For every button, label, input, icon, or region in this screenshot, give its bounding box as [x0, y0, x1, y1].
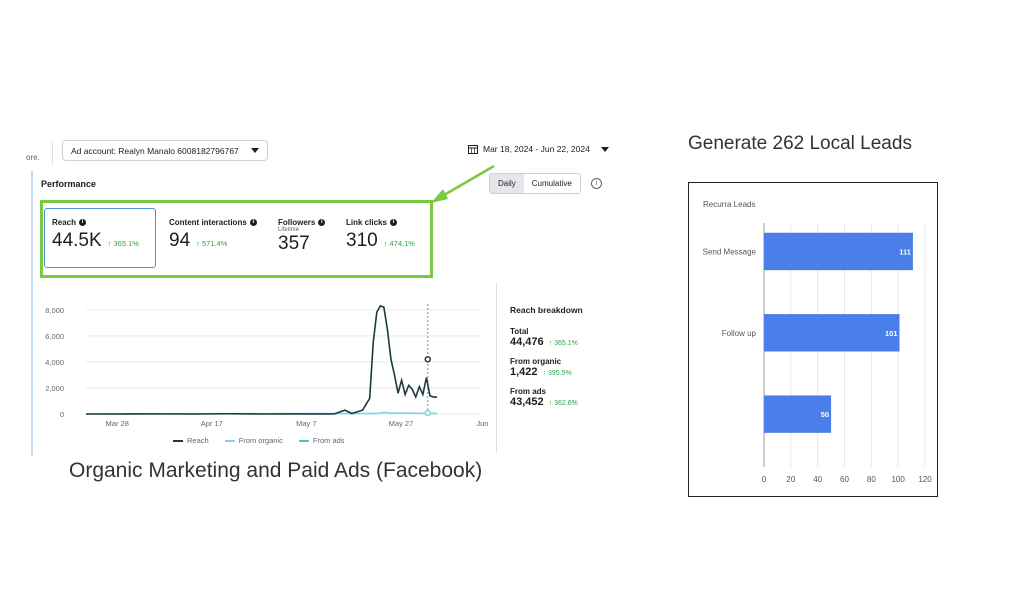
- metric-label: Content interactions: [169, 218, 247, 227]
- x-tick-label: 100: [891, 475, 905, 484]
- metric-value: 94: [169, 230, 191, 251]
- x-tick-label: 60: [840, 475, 849, 484]
- cumulative-toggle[interactable]: Cumulative: [531, 179, 572, 188]
- metric-reach[interactable]: Reach i 44.5K ↑ 365.1%: [52, 218, 139, 252]
- info-icon: i: [389, 219, 397, 226]
- breakdown-value: 1,422: [510, 366, 538, 378]
- x-tick-label: 40: [813, 475, 822, 484]
- breakdown-title: Reach breakdown: [510, 305, 583, 315]
- x-tick-label: 20: [786, 475, 795, 484]
- x-tick-label: May 27: [389, 419, 414, 428]
- bar: [764, 314, 900, 352]
- metric-label: Reach: [52, 218, 77, 227]
- x-tick-label: Apr 17: [201, 419, 223, 428]
- data-label: 50: [821, 410, 829, 419]
- leads-heading: Generate 262 Local Leads: [688, 133, 912, 154]
- breakdown-delta: ↑ 395.5%: [542, 370, 572, 377]
- metric-followers[interactable]: Followers i Lifetime 357: [278, 218, 326, 255]
- metric-link-clicks[interactable]: Link clicks i 310 ↑ 474.1%: [346, 218, 415, 252]
- breakdown-label: Total: [510, 327, 529, 336]
- metric-delta: ↑ 571.4%: [196, 239, 228, 248]
- date-range-label: Mar 18, 2024 - Jun 22, 2024: [483, 144, 590, 154]
- left-accent-bar: [31, 171, 33, 456]
- x-tick-label: 0: [762, 475, 767, 484]
- divider: [496, 282, 497, 452]
- reach-breakdown: Reach breakdown Total 44,476 ↑ 365.1% Fro…: [510, 305, 583, 408]
- metric-content-interactions[interactable]: Content interactions i 94 ↑ 571.4%: [169, 218, 257, 252]
- y-tick-label: 6,000: [45, 332, 64, 341]
- y-tick-label: 0: [60, 410, 64, 419]
- reach-line-chart: 0 2,000 4,000 6,000 8,000 Mar 28 Apr 17 May 7 Ma…: [45, 304, 488, 428]
- bar: [764, 232, 913, 271]
- info-icon: i: [318, 219, 326, 226]
- chart-title: Recurra Leads: [703, 200, 755, 209]
- chevron-down-icon: [251, 148, 259, 153]
- info-icon: i: [79, 219, 87, 226]
- breakdown-delta: ↑ 362.6%: [548, 400, 578, 407]
- hover-point: [424, 356, 432, 363]
- metric-label: Link clicks: [346, 218, 387, 227]
- breakdown-delta: ↑ 365.1%: [548, 340, 578, 347]
- breakdown-value: 44,476: [510, 336, 544, 348]
- hover-point: [424, 409, 432, 417]
- info-icon: i: [249, 219, 257, 226]
- x-tick-label: Jun 16: [476, 419, 488, 428]
- x-tick-label: 120: [918, 475, 932, 484]
- x-tick-label: Mar 28: [106, 419, 129, 428]
- y-tick-label: 2,000: [45, 384, 64, 393]
- caption: Organic Marketing and Paid Ads (Facebook…: [69, 459, 483, 482]
- recurra-leads-chart-frame: Recurra Leads 0 20 40 60 80 100 120 Send Message…: [688, 182, 938, 497]
- breakdown-label: From ads: [510, 387, 547, 396]
- bar: [764, 395, 832, 433]
- category-label: Send Message: [703, 247, 757, 256]
- selected-metric-outline[interactable]: [44, 208, 156, 268]
- info-icon[interactable]: i: [591, 178, 602, 189]
- view-toggle[interactable]: Daily Cumulative: [489, 173, 581, 194]
- chevron-down-icon: [600, 146, 609, 152]
- metrics-highlight-box: [40, 200, 433, 278]
- divider: [52, 142, 53, 164]
- y-tick-label: 4,000: [45, 358, 64, 367]
- breakdown-label: From organic: [510, 357, 562, 366]
- legend-reach[interactable]: Reach: [173, 436, 209, 445]
- date-range-picker[interactable]: Mar 18, 2024 - Jun 22, 2024: [468, 144, 609, 154]
- data-label: 101: [885, 329, 898, 338]
- metric-delta: ↑ 365.1%: [107, 239, 139, 248]
- breakdown-total: Total 44,476 ↑ 365.1%: [510, 327, 583, 348]
- breakdown-ads: From ads 43,452 ↑ 362.6%: [510, 387, 583, 408]
- daily-toggle[interactable]: Daily: [490, 174, 524, 193]
- chart-legend: Reach From organic From ads: [173, 436, 345, 445]
- calendar-icon: [468, 145, 478, 154]
- legend-ads[interactable]: From ads: [298, 436, 345, 445]
- metric-label: Followers: [278, 218, 316, 227]
- performance-title: Performance: [41, 179, 97, 189]
- breakdown-organic: From organic 1,422 ↑ 395.5%: [510, 357, 583, 378]
- metric-sub: Lifetime: [278, 227, 300, 233]
- metric-delta: ↑ 474.1%: [383, 239, 415, 248]
- y-tick-label: 8,000: [45, 306, 64, 315]
- x-tick-label: 80: [867, 475, 876, 484]
- truncated-text: ore.: [26, 153, 40, 162]
- metric-value: 44.5K: [52, 230, 102, 251]
- metric-value: 310: [346, 230, 378, 251]
- ad-account-dropdown[interactable]: Ad account: Realyn Manalo 6008182796767: [62, 140, 268, 161]
- breakdown-value: 43,452: [510, 396, 544, 408]
- data-label: 111: [899, 247, 911, 256]
- recurra-leads-bar-chart: Recurra Leads 0 20 40 60 80 100 120 Send Message…: [703, 200, 933, 484]
- x-tick-label: May 7: [296, 419, 316, 428]
- legend-organic[interactable]: From organic: [224, 436, 283, 445]
- ad-account-label: Ad account: Realyn Manalo 6008182796767: [71, 145, 239, 156]
- metric-value: 357: [278, 233, 310, 254]
- annotation-arrow: [431, 164, 495, 203]
- category-label: Follow up: [722, 329, 757, 338]
- series-line-reach: [86, 304, 438, 415]
- facebook-insights-panel: ore. Ad account: Realyn Manalo 600818279…: [26, 134, 612, 456]
